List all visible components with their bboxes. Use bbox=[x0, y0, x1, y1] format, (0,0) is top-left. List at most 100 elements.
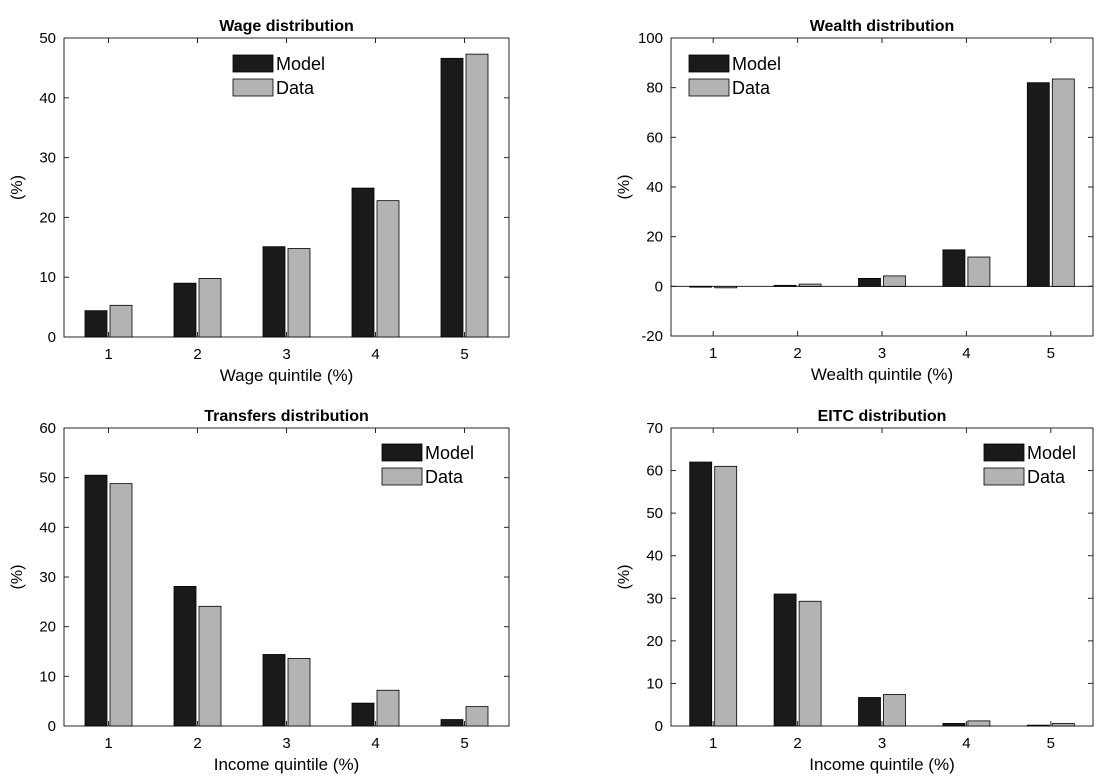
y-tick-label: 80 bbox=[646, 80, 663, 97]
x-tick-label: 4 bbox=[962, 345, 970, 362]
y-tick-label: 30 bbox=[39, 150, 56, 167]
y-axis-label: (%) bbox=[9, 565, 26, 590]
y-tick-label: 60 bbox=[39, 420, 56, 437]
y-tick-label: 50 bbox=[39, 470, 56, 487]
x-tick-label: 5 bbox=[460, 735, 468, 752]
x-tick-label: 4 bbox=[371, 346, 379, 363]
bar-data-3 bbox=[287, 248, 311, 338]
bar-data-5 bbox=[465, 706, 489, 727]
x-tick-label: 5 bbox=[1047, 345, 1055, 362]
bar-data-2 bbox=[798, 283, 822, 287]
bar-data-3 bbox=[287, 658, 311, 727]
x-tick-label: 2 bbox=[193, 346, 201, 363]
x-tick-label: 1 bbox=[709, 345, 717, 362]
chart-panel-4: 0 10 20 30 40 50 60 70 1 2 3 4 5 EITC distribution Inc… bbox=[616, 408, 1094, 774]
y-tick-label: 100 bbox=[638, 30, 663, 47]
chart-panel-1: 0 10 20 30 40 50 1 2 3 4 5 Wage distribution Wage qu… bbox=[9, 18, 510, 385]
legend-swatch-data bbox=[232, 78, 274, 97]
x-tick-label: 1 bbox=[104, 346, 112, 363]
bar-model-1 bbox=[689, 461, 713, 727]
y-tick-label: 0 bbox=[655, 718, 663, 735]
bar-data-5 bbox=[1051, 78, 1075, 287]
legend-swatch-data bbox=[688, 78, 730, 97]
y-tick-label: 60 bbox=[646, 129, 663, 146]
y-tick-label: 40 bbox=[646, 548, 663, 565]
y-tick-label: 30 bbox=[646, 590, 663, 607]
bar-data-3 bbox=[883, 275, 906, 287]
legend: Model Data bbox=[381, 443, 474, 487]
x-tick-label: 3 bbox=[878, 345, 886, 362]
x-tick-label: 5 bbox=[460, 346, 468, 363]
y-tick-label: 20 bbox=[39, 619, 56, 636]
bar-data-5 bbox=[465, 53, 489, 338]
x-tick-label: 1 bbox=[709, 735, 717, 752]
bar-model-1 bbox=[84, 474, 108, 727]
y-tick-label: 60 bbox=[646, 463, 663, 480]
chart-title: Wage distribution bbox=[219, 18, 354, 35]
bar-model-3 bbox=[262, 654, 286, 727]
bar-model-3 bbox=[858, 697, 881, 727]
chart-title: Transfers distribution bbox=[204, 408, 368, 425]
bar-model-2 bbox=[173, 282, 197, 338]
y-tick-label: 30 bbox=[39, 569, 56, 586]
bar-model-5 bbox=[1026, 724, 1050, 727]
chart-title: Wealth distribution bbox=[810, 18, 955, 35]
x-axis-label: Wealth quintile (%) bbox=[811, 365, 953, 384]
x-tick-label: 3 bbox=[282, 735, 290, 752]
bar-model-4 bbox=[942, 249, 966, 287]
y-tick-label: 0 bbox=[48, 329, 56, 346]
legend-label-model: Model bbox=[276, 54, 325, 74]
x-axis-label: Wage quintile (%) bbox=[220, 366, 354, 385]
legend: Model Data bbox=[983, 443, 1076, 487]
legend-swatch-model bbox=[232, 54, 274, 73]
bar-model-4 bbox=[351, 702, 375, 727]
y-tick-label: 10 bbox=[39, 269, 56, 286]
x-tick-label: 2 bbox=[793, 735, 801, 752]
legend: Model Data bbox=[688, 54, 781, 98]
legend-label-data: Data bbox=[732, 78, 771, 98]
legend-label-model: Model bbox=[732, 54, 781, 74]
bar-data-2 bbox=[198, 605, 222, 727]
legend-label-data: Data bbox=[1027, 467, 1066, 487]
legend-swatch-data bbox=[381, 467, 423, 486]
bar-model-3 bbox=[858, 277, 881, 287]
y-tick-label: 0 bbox=[48, 718, 56, 735]
bar-model-2 bbox=[773, 284, 797, 287]
bar-data-1 bbox=[714, 465, 738, 727]
bar-model-1 bbox=[689, 285, 713, 288]
x-tick-label: 3 bbox=[282, 346, 290, 363]
bar-data-1 bbox=[714, 285, 738, 289]
legend-swatch-data bbox=[983, 467, 1025, 486]
bar-model-5 bbox=[440, 719, 464, 727]
y-axis-label: (%) bbox=[616, 175, 633, 200]
chart-title: EITC distribution bbox=[818, 408, 947, 425]
x-tick-label: 4 bbox=[962, 735, 970, 752]
chart-panel-2: -20 0 20 40 60 80 100 1 2 3 4 5 Wealth distribution W… bbox=[616, 18, 1094, 384]
x-tick-label: 2 bbox=[793, 345, 801, 362]
legend-swatch-model bbox=[983, 443, 1025, 462]
x-axis-label: Income quintile (%) bbox=[809, 755, 955, 774]
bar-data-4 bbox=[376, 689, 400, 727]
y-tick-label: 40 bbox=[646, 179, 663, 196]
bar-data-2 bbox=[798, 600, 822, 727]
bar-model-2 bbox=[173, 586, 197, 727]
bar-data-3 bbox=[883, 694, 906, 727]
legend-swatch-model bbox=[688, 54, 730, 73]
bar-model-4 bbox=[942, 723, 966, 727]
y-tick-label: -20 bbox=[641, 328, 663, 345]
x-tick-label: 2 bbox=[193, 735, 201, 752]
legend-label-model: Model bbox=[425, 443, 474, 463]
bar-data-1 bbox=[109, 304, 133, 338]
bar-model-5 bbox=[1026, 82, 1050, 287]
y-tick-label: 0 bbox=[655, 278, 663, 295]
x-tick-label: 4 bbox=[371, 735, 379, 752]
bar-model-1 bbox=[84, 310, 108, 338]
bar-data-4 bbox=[967, 256, 991, 287]
bar-data-4 bbox=[967, 720, 991, 727]
bar-model-5 bbox=[440, 57, 464, 338]
legend-swatch-model bbox=[381, 443, 423, 462]
bar-data-5 bbox=[1051, 723, 1075, 727]
y-tick-label: 40 bbox=[39, 90, 56, 107]
